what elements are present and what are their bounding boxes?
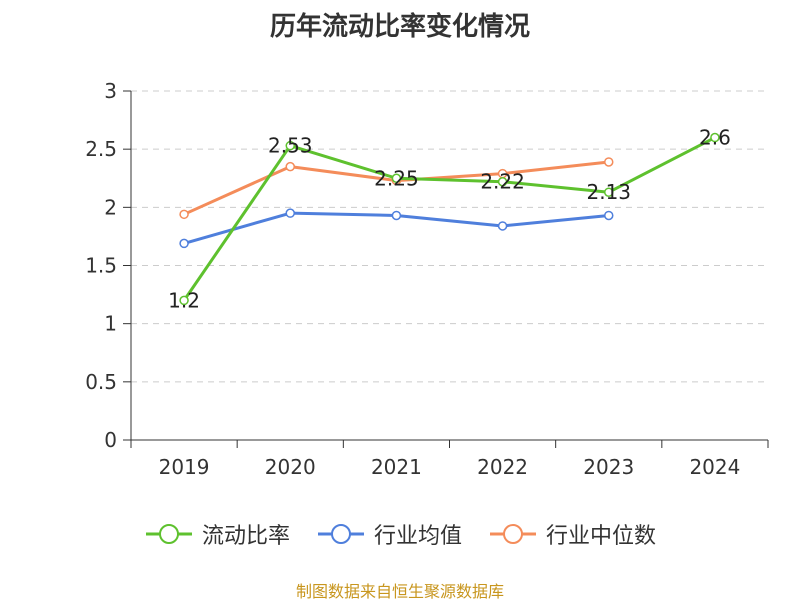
data-point <box>497 221 508 231</box>
data-point <box>497 176 508 187</box>
legend-line-icon <box>145 524 192 544</box>
legend-line-icon <box>490 524 536 544</box>
source-note: 制图数据来自恒生聚源数据库 <box>295 582 504 601</box>
data-label: 1.2 <box>168 288 200 312</box>
legend-marker <box>330 524 351 544</box>
x-tick-label: 2023 <box>583 455 634 479</box>
legend-label: 行业均值 <box>373 524 462 549</box>
y-tick-label: 3 <box>104 79 117 103</box>
y-tick-label: 0 <box>104 428 117 452</box>
legend-marker <box>158 524 179 544</box>
data-label: 2.6 <box>699 126 731 150</box>
grid-lines <box>131 90 768 383</box>
data-point <box>604 187 614 197</box>
x-tick-label: 2020 <box>265 455 316 479</box>
data-point <box>604 210 614 221</box>
series-line <box>182 136 716 302</box>
legend-item[interactable]: 行业中位数 <box>488 518 656 550</box>
legend-item[interactable]: 行业均值 <box>316 518 462 550</box>
data-point <box>179 238 189 249</box>
data-point <box>391 210 402 221</box>
data-point <box>604 157 614 167</box>
x-tick-label: 2021 <box>371 455 422 479</box>
data-point <box>285 140 295 151</box>
data-point <box>285 161 295 172</box>
x-tick-label: 2019 <box>159 455 210 479</box>
data-point <box>285 208 295 218</box>
data-point <box>179 295 189 306</box>
axes <box>123 90 769 448</box>
y-tick-label: 1.5 <box>85 254 117 278</box>
y-tick-label: 2 <box>104 195 117 219</box>
data-point <box>710 132 720 143</box>
legend: 流动比率 行业均值 行业中位数 <box>0 518 800 550</box>
series-layer <box>179 132 720 306</box>
data-point <box>179 209 189 220</box>
legend-marker <box>503 524 523 544</box>
y-tick-label: 1 <box>104 312 117 336</box>
x-tick-label: 2024 <box>689 455 740 479</box>
legend-item[interactable]: 流动比率 <box>144 518 290 550</box>
data-label: 2.25 <box>374 166 419 190</box>
y-tick-label: 2.5 <box>85 137 117 161</box>
x-tick-labels: 2019 2020 2021 2022 2023 2024 <box>159 455 741 479</box>
legend-label: 流动比率 <box>201 524 290 549</box>
legend-line-icon <box>317 524 364 544</box>
y-tick-labels: 0 0.5 1 1.5 2 2.5 3 <box>85 79 117 452</box>
x-tick-label: 2022 <box>477 455 528 479</box>
data-label: 2.13 <box>586 180 631 204</box>
legend-label: 行业中位数 <box>546 524 657 549</box>
data-labels: 1.2 2.53 2.25 2.22 2.13 2.6 <box>168 126 731 313</box>
chart-title: 历年流动比率变化情况 <box>269 12 530 42</box>
data-point <box>391 173 402 183</box>
data-label: 2.22 <box>480 170 525 194</box>
data-label: 2.53 <box>268 134 313 158</box>
y-tick-label: 0.5 <box>85 370 117 394</box>
